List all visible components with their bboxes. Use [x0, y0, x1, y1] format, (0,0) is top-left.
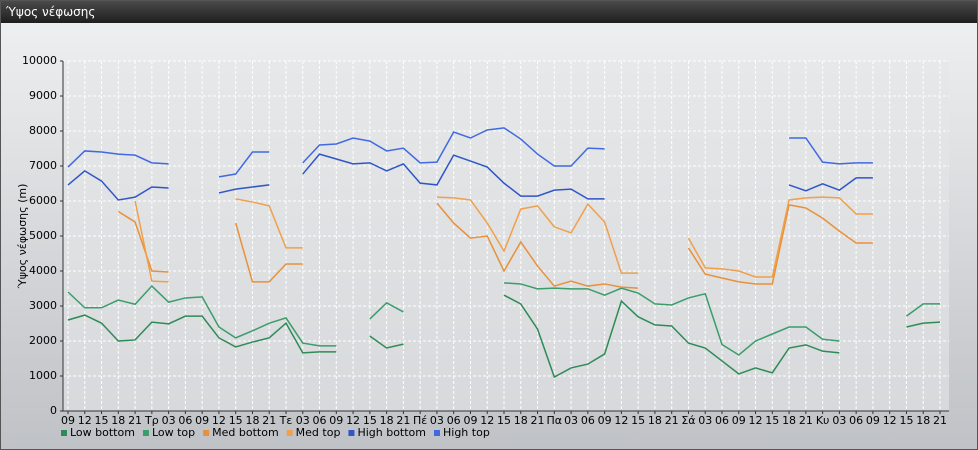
- legend-label: Low top: [152, 426, 195, 439]
- legend-swatch: [203, 430, 210, 436]
- legend-swatch: [142, 430, 149, 436]
- x-tick-label: 09: [866, 414, 880, 427]
- legend-label: Low bottom: [70, 426, 135, 439]
- y-tick-label: 3000: [29, 299, 57, 312]
- x-tick-label: 12: [212, 414, 226, 427]
- x-tick-label: 03: [430, 414, 444, 427]
- legend-swatch: [61, 430, 67, 436]
- x-tick-label: 15: [497, 414, 511, 427]
- x-tick-label: 18: [782, 414, 796, 427]
- y-tick-label: 5000: [29, 229, 57, 242]
- x-tick-label: 06: [313, 414, 327, 427]
- x-tick-label: Πα: [547, 414, 563, 427]
- x-tick-label: 21: [396, 414, 410, 427]
- x-tick-label: 09: [195, 414, 209, 427]
- x-tick-label: 12: [480, 414, 494, 427]
- x-tick-label: 21: [665, 414, 679, 427]
- x-tick-label: 15: [95, 414, 109, 427]
- x-tick-label: 03: [698, 414, 712, 427]
- y-axis-label: Ύψος νέφωσης (m): [16, 184, 29, 290]
- x-tick-label: 18: [111, 414, 125, 427]
- series-line: [117, 202, 873, 289]
- y-tick-label: 1000: [29, 369, 57, 382]
- x-tick-label: 15: [363, 414, 377, 427]
- x-tick-label: 12: [883, 414, 897, 427]
- legend-label: Med top: [296, 426, 341, 439]
- series-line: [67, 282, 940, 356]
- x-tick-label: Σά: [681, 414, 695, 427]
- chart: Ύψος νέφωσης (m) 0 1000 2000 3000 4000 5000 60…: [16, 54, 949, 439]
- y-tick-label: 4000: [29, 264, 57, 277]
- x-tick-label: 03: [832, 414, 846, 427]
- x-tick-label: 09: [732, 414, 746, 427]
- x-tick-label: 06: [715, 414, 729, 427]
- x-tick-label: 09: [598, 414, 612, 427]
- x-tick-label: 03: [296, 414, 310, 427]
- window-title: Ύψος νέφωσης: [1, 1, 977, 23]
- x-tick-label: 09: [329, 414, 343, 427]
- x-tick-label: 15: [765, 414, 779, 427]
- x-tick-label: Πέ: [413, 414, 427, 427]
- x-tick-label: 12: [749, 414, 763, 427]
- legend-swatch: [286, 430, 293, 436]
- x-tick-label: 21: [531, 414, 545, 427]
- series-line: [67, 127, 873, 178]
- x-tick-label: 06: [581, 414, 595, 427]
- legend-label: High top: [443, 426, 490, 439]
- legend-swatch: [348, 430, 355, 436]
- x-tick-label: 15: [899, 414, 913, 427]
- x-tick-label: 12: [78, 414, 92, 427]
- y-tick-label: 7000: [29, 159, 57, 172]
- x-tick-label: 03: [564, 414, 578, 427]
- y-tick-label: 8000: [29, 124, 57, 137]
- legend-label: Med bottom: [212, 426, 279, 439]
- x-tick-label: 18: [380, 414, 394, 427]
- x-tick-label: 15: [631, 414, 645, 427]
- series-line: [67, 294, 941, 379]
- x-tick-label: 15: [229, 414, 243, 427]
- x-tick-label: Τε: [279, 414, 293, 427]
- x-tick-label: 09: [463, 414, 477, 427]
- x-tick-label: 06: [447, 414, 461, 427]
- x-tick-label: 09: [61, 414, 75, 427]
- y-tick-label: 2000: [29, 334, 57, 347]
- x-tick-label: 12: [614, 414, 628, 427]
- x-tick-label: 21: [128, 414, 142, 427]
- y-tick-label: 9000: [29, 89, 57, 102]
- y-tick-label: 0: [50, 404, 57, 417]
- x-tick-label: 21: [933, 414, 947, 427]
- x-tick-label: 18: [916, 414, 930, 427]
- x-tick-label: 18: [245, 414, 259, 427]
- x-tick-label: Τρ: [144, 414, 159, 427]
- legend-label: High bottom: [357, 426, 426, 439]
- x-tick-label: Κυ: [816, 414, 830, 427]
- x-tick-label: 06: [178, 414, 192, 427]
- x-tick-label: 21: [799, 414, 813, 427]
- x-tick-label: 12: [346, 414, 360, 427]
- x-tick-label: 03: [162, 414, 176, 427]
- legend-swatch: [434, 430, 440, 436]
- y-tick-label: 10000: [22, 54, 57, 67]
- x-tick-label: 18: [648, 414, 662, 427]
- series-line: [67, 153, 873, 201]
- series-line: [134, 196, 873, 283]
- y-tick-label: 6000: [29, 194, 57, 207]
- x-tick-label: 21: [262, 414, 276, 427]
- x-tick-label: 06: [849, 414, 863, 427]
- x-tick-label: 18: [514, 414, 528, 427]
